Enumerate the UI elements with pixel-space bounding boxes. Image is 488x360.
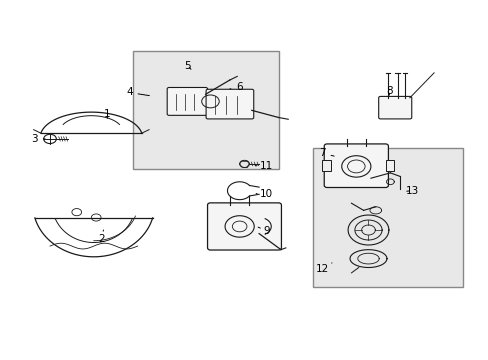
Text: 8: 8 xyxy=(386,86,392,96)
Bar xyxy=(385,160,393,171)
Text: 12: 12 xyxy=(315,263,331,274)
Text: 10: 10 xyxy=(256,189,272,199)
Text: 6: 6 xyxy=(229,82,243,92)
Bar xyxy=(322,160,330,171)
FancyBboxPatch shape xyxy=(207,203,281,250)
Text: 9: 9 xyxy=(258,226,269,236)
FancyBboxPatch shape xyxy=(324,144,387,188)
Text: 3: 3 xyxy=(31,134,45,144)
Text: 11: 11 xyxy=(255,161,272,171)
Text: 1: 1 xyxy=(104,109,110,119)
Text: 2: 2 xyxy=(98,230,104,244)
Text: 7: 7 xyxy=(318,148,333,158)
FancyBboxPatch shape xyxy=(205,89,253,119)
Text: 13: 13 xyxy=(405,186,418,196)
FancyBboxPatch shape xyxy=(167,87,207,115)
Text: 5: 5 xyxy=(183,61,191,71)
Bar xyxy=(132,51,278,169)
FancyBboxPatch shape xyxy=(378,96,411,119)
Bar xyxy=(312,148,462,287)
Text: 4: 4 xyxy=(126,87,149,98)
